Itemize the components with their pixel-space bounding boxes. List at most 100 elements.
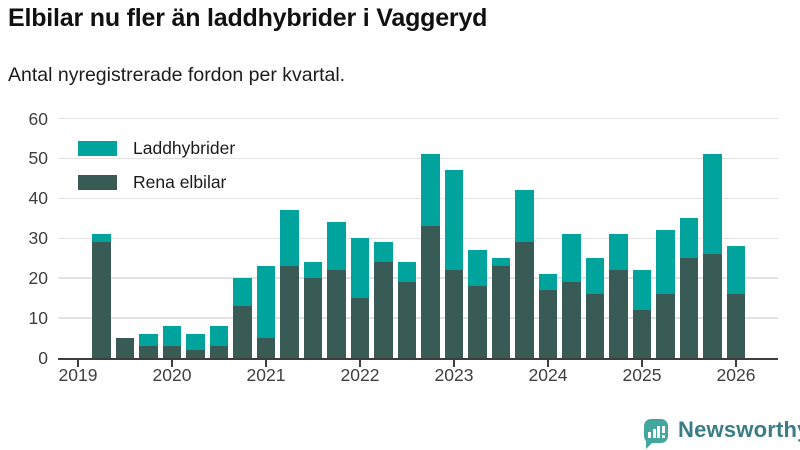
x-axis-tick [170,360,174,367]
chart-subtitle: Antal nyregistrerade fordon per kvartal. [8,64,346,86]
x-axis-tick [452,360,456,367]
bar-segment-laddhybrider [139,334,158,347]
bar-segment-rena-elbilar [679,258,699,358]
legend-label: Rena elbilar [133,172,227,192]
x-axis-label: 2021 [246,365,286,385]
bar-segment-laddhybrider [491,258,511,267]
bar-segment-laddhybrider [374,242,393,263]
bar-segment-rena-elbilar [491,266,511,358]
bar-glyph [657,426,660,438]
bar-segment-rena-elbilar [609,270,628,358]
x-axis-label: 2026 [716,365,756,385]
legend-item-rena-elbilar: Rena elbilar [78,172,235,193]
x-axis-label: 2025 [622,365,662,385]
bar-segment-rena-elbilar [350,298,370,358]
y-axis-label: 20 [28,268,48,289]
bar-segment-laddhybrider [233,278,252,307]
newsworthy-logo: Newsworthy [630,412,800,450]
bar-segment-laddhybrider [609,234,628,271]
bar-segment-laddhybrider [280,210,299,267]
chart-title: Elbilar nu fler än laddhybrider i Vagger… [8,4,488,32]
legend-swatch [78,141,117,156]
bar-segment-rena-elbilar [280,266,299,358]
x-axis-label: 2022 [340,365,380,385]
bar-segment-laddhybrider [350,238,370,299]
y-axis-label: 10 [28,308,48,329]
bar-segment-laddhybrider [186,334,205,350]
bar-segment-laddhybrider [562,234,581,283]
x-axis-line [58,357,778,360]
bar-segment-rena-elbilar [115,338,135,358]
bar-segment-rena-elbilar [256,338,276,358]
x-axis-label: 2024 [528,365,568,385]
bar-segment-laddhybrider [538,274,558,291]
newsworthy-logo-icon [644,419,668,443]
gridline-60 [58,117,778,120]
bar-glyph [648,432,651,438]
bar-segment-laddhybrider [444,170,464,271]
bar-segment-laddhybrider [209,326,229,347]
speech-bubble-tail [646,441,654,449]
bar-segment-rena-elbilar [374,262,393,358]
bar-segment-laddhybrider [585,258,605,295]
bar-segment-rena-elbilar [585,294,605,358]
x-axis-tick [546,360,550,367]
legend-item-laddhybrider: Laddhybrider [78,138,235,159]
x-axis-label: 2019 [58,365,98,385]
x-axis-tick [734,360,738,367]
bar-segment-rena-elbilar [468,286,487,358]
brand-name: Newsworthy [678,417,800,442]
bar-segment-rena-elbilar [726,294,746,358]
legend: Laddhybrider Rena elbilar [78,138,235,206]
bar-segment-laddhybrider [726,246,746,295]
y-axis-label: 50 [28,148,48,169]
bar-segment-rena-elbilar [162,346,182,358]
x-axis-tick [640,360,644,367]
x-axis-label: 2020 [152,365,192,385]
y-axis-label: 0 [38,348,48,368]
y-axis-label: 40 [28,188,48,209]
x-axis-label: 2023 [434,365,474,385]
bar-segment-rena-elbilar [703,254,722,358]
bar-segment-laddhybrider [515,190,534,243]
bar-segment-laddhybrider [162,326,182,347]
bar-segment-laddhybrider [397,262,417,283]
bar-segment-rena-elbilar [303,278,323,358]
bar-segment-laddhybrider [468,250,487,287]
x-axis-tick [76,360,80,367]
gridline-50 [58,157,778,160]
gridline-10 [58,317,778,319]
bar-segment-rena-elbilar [515,242,534,358]
y-axis-label: 60 [28,108,48,129]
bar-segment-laddhybrider [703,154,722,255]
bar-segment-laddhybrider [656,230,675,295]
bar-segment-laddhybrider [256,266,276,339]
gridline-30 [58,237,778,239]
bar-segment-rena-elbilar [186,350,205,358]
bar-segment-rena-elbilar [139,346,158,358]
bar-segment-rena-elbilar [444,270,464,358]
bar-segment-laddhybrider [303,262,323,279]
bar-segment-rena-elbilar [233,306,252,358]
bar-segment-laddhybrider [92,234,111,243]
bar-segment-rena-elbilar [327,270,346,358]
bar-segment-laddhybrider [632,270,652,311]
bar-glyph [652,429,656,438]
bar-segment-rena-elbilar [656,294,675,358]
gridline-20 [58,277,778,279]
y-axis-label: 30 [28,228,48,249]
bar-segment-rena-elbilar [632,310,652,358]
x-axis-tick [264,360,268,367]
gridline-40 [58,197,778,200]
x-axis-tick [358,360,362,367]
bar-segment-laddhybrider [421,154,440,227]
bar-segment-laddhybrider [327,222,346,271]
bar-segment-laddhybrider [679,218,699,259]
bar-segment-rena-elbilar [538,290,558,358]
exclamation-dot [661,435,665,438]
exclamation-glyph [661,426,665,433]
bar-segment-rena-elbilar [397,282,417,358]
bar-segment-rena-elbilar [562,282,581,358]
legend-label: Laddhybrider [133,138,236,158]
